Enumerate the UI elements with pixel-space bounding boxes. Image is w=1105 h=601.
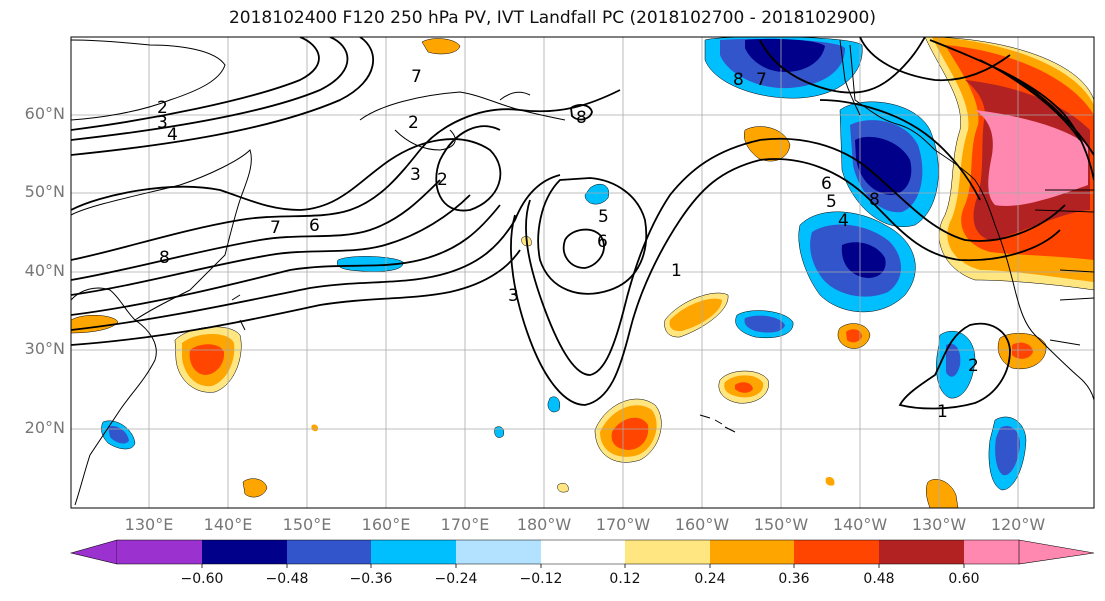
contour-label: 2 (968, 356, 979, 376)
lon-label: 120°W (990, 515, 1046, 534)
lon-label: 130°W (911, 515, 967, 534)
contour-label: 3 (508, 286, 519, 306)
colorbar-tick-label: 0.60 (948, 571, 980, 587)
contour-label: 3 (410, 165, 421, 185)
plot-frame (70, 36, 1095, 509)
lon-label: 140°E (203, 515, 253, 534)
colorbar-tick-label: −0.12 (519, 571, 563, 587)
contour-label: 2 (408, 113, 419, 133)
pv-contours (71, 37, 1094, 410)
shading-layer: 2 3 4 7 8 7 8 2 3 2 5 6 1 3 7 6 8 6 5 4 … (71, 37, 1094, 508)
colorbar (69, 539, 1095, 568)
colorbar-tick-label: 0.36 (778, 571, 810, 587)
colorbar-tick-label: −0.48 (265, 571, 309, 587)
contour-label: 2 (157, 98, 168, 118)
plot-area (71, 37, 1094, 508)
colorbar-tick-label: −0.36 (349, 571, 393, 587)
coastlines (71, 39, 1094, 506)
gridlines (71, 37, 1094, 508)
contour-label: 5 (598, 207, 609, 227)
contour-label: 6 (597, 232, 608, 252)
contour-label: 3 (157, 113, 168, 133)
contour-label: 4 (838, 211, 849, 231)
lat-label: 40°N (24, 261, 65, 280)
contour-label: 8 (159, 248, 170, 268)
lon-label: 150°E (282, 515, 332, 534)
lon-label: 180°W (516, 515, 572, 534)
contour-labels: 2 3 4 7 8 7 8 2 3 2 5 6 1 3 7 6 8 6 5 4 … (157, 67, 979, 422)
lon-label: 170°W (595, 515, 651, 534)
contour-label: 8 (576, 108, 587, 128)
lat-label: 60°N (24, 104, 65, 123)
contour-label: 4 (167, 125, 178, 145)
contour-label: 7 (270, 218, 281, 238)
lon-label: 160°W (674, 515, 730, 534)
contour-label: 8 (869, 190, 880, 210)
contour-label: 7 (411, 67, 422, 87)
colorbar-tick-label: 0.48 (863, 571, 895, 587)
lon-label: 130°E (124, 515, 174, 534)
lat-label: 20°N (24, 418, 65, 437)
colorbar-tick-label: 0.12 (609, 571, 641, 587)
lon-label: 140°W (832, 515, 888, 534)
lon-label: 170°E (440, 515, 490, 534)
contour-label: 8 (733, 70, 744, 90)
contour-label: 1 (671, 261, 682, 281)
colorbar-tick-label: −0.24 (434, 571, 478, 587)
negative-shading (101, 37, 1027, 491)
colorbar-tick-label: −0.60 (180, 571, 224, 587)
lat-label: 50°N (24, 182, 65, 201)
contour-label: 2 (437, 170, 448, 190)
positive-shading (71, 37, 1094, 508)
contour-label: 1 (937, 402, 948, 422)
contour-label: 6 (821, 174, 832, 194)
lon-label: 160°E (361, 515, 411, 534)
lat-label: 30°N (24, 339, 65, 358)
map-title: 2018102400 F120 250 hPa PV, IVT Landfall… (228, 8, 876, 28)
colorbar-tick-label: 0.24 (694, 571, 726, 587)
contour-label: 6 (309, 216, 320, 236)
contour-label: 7 (756, 70, 767, 90)
lon-label: 150°W (753, 515, 809, 534)
contour-label: 5 (826, 192, 837, 212)
